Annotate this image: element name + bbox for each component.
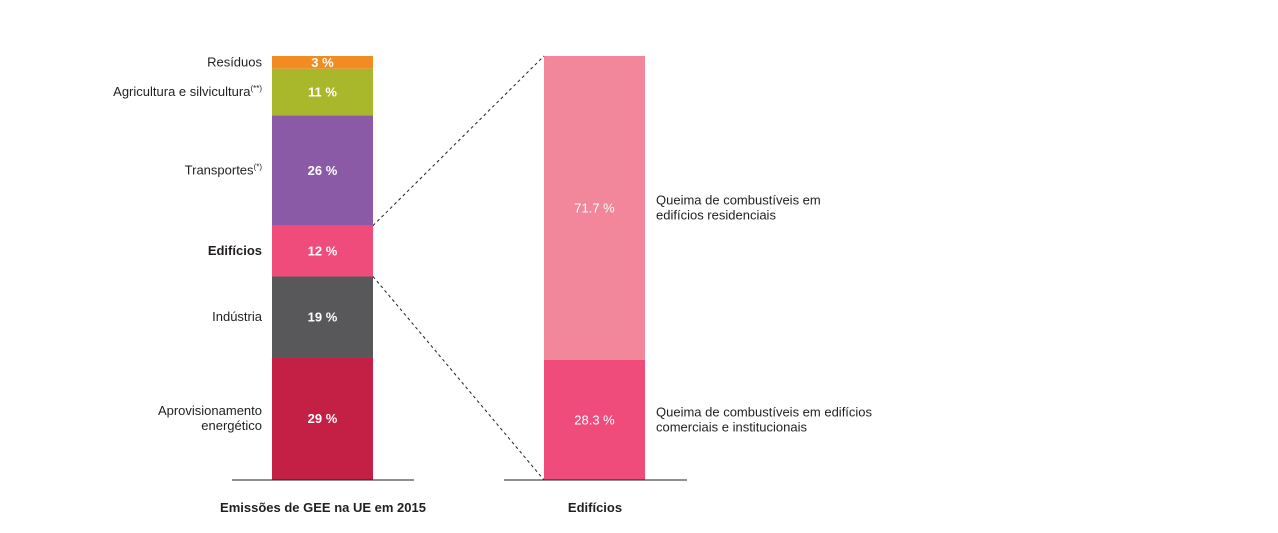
bar-segment-queima-de-combustiveis-em-edificios-comerciais-e-institucionais xyxy=(544,360,645,480)
data-label-agricultura-e-silvicultura: 11 % xyxy=(308,85,337,100)
bar-segment-edificios xyxy=(272,225,373,277)
bar-segment-residuos xyxy=(272,56,373,69)
data-label-transportes: 26 % xyxy=(308,163,338,178)
data-label-edificios: 12 % xyxy=(308,244,338,259)
bar-segment-industria xyxy=(272,276,373,358)
category-label-residuos: Resíduos xyxy=(207,54,262,69)
connector-bottom xyxy=(372,276,545,481)
bar-segment-queima-de-combustiveis-em-edificios-residenciais xyxy=(544,56,645,361)
connector-top xyxy=(372,55,545,226)
ghg-stacked-bar: 29 % Aprovisionamento energético 19 % Indúst… xyxy=(113,54,373,480)
bar-segment-aprovisionamento-energetico xyxy=(272,357,373,480)
buildings-stacked-bar: 28.3 % Queima de combustíveis em edifício… xyxy=(544,56,873,480)
category-label-agricultura-e-silvicultura: Agricultura e silvicultura(**) xyxy=(113,84,262,99)
category-label-queima-de-combustiveis-em-edificios-comerciais-e-institucionais: Queima de combustíveis em edifícios comer… xyxy=(656,405,873,435)
data-label-queima-de-combustiveis-em-edificios-comerciais-e-institucionais: 28.3 % xyxy=(574,413,615,428)
data-label-industria: 19 % xyxy=(308,309,338,324)
bar-segment-transportes xyxy=(272,115,373,226)
category-label-edificios: Edifícios xyxy=(208,243,262,258)
bar-segment-agricultura-e-silvicultura xyxy=(272,68,373,116)
category-label-queima-de-combustiveis-em-edificios-residenciais: Queima de combustíveis em edifícios resid… xyxy=(656,193,821,223)
data-label-queima-de-combustiveis-em-edificios-residenciais: 71.7 % xyxy=(574,201,615,216)
data-label-aprovisionamento-energetico: 29 % xyxy=(308,411,338,426)
data-label-residuos: 3 % xyxy=(311,55,334,70)
breakout-connectors xyxy=(372,55,545,481)
category-label-aprovisionamento-energetico: Aprovisionamento energético xyxy=(158,403,262,433)
category-label-transportes: Transportes(*) xyxy=(185,162,263,177)
category-label-industria: Indústria xyxy=(212,309,263,324)
buildings-axis-title: Edifícios xyxy=(568,500,622,515)
ghg-axis-title: Emissões de GEE na UE em 2015 xyxy=(220,500,426,515)
